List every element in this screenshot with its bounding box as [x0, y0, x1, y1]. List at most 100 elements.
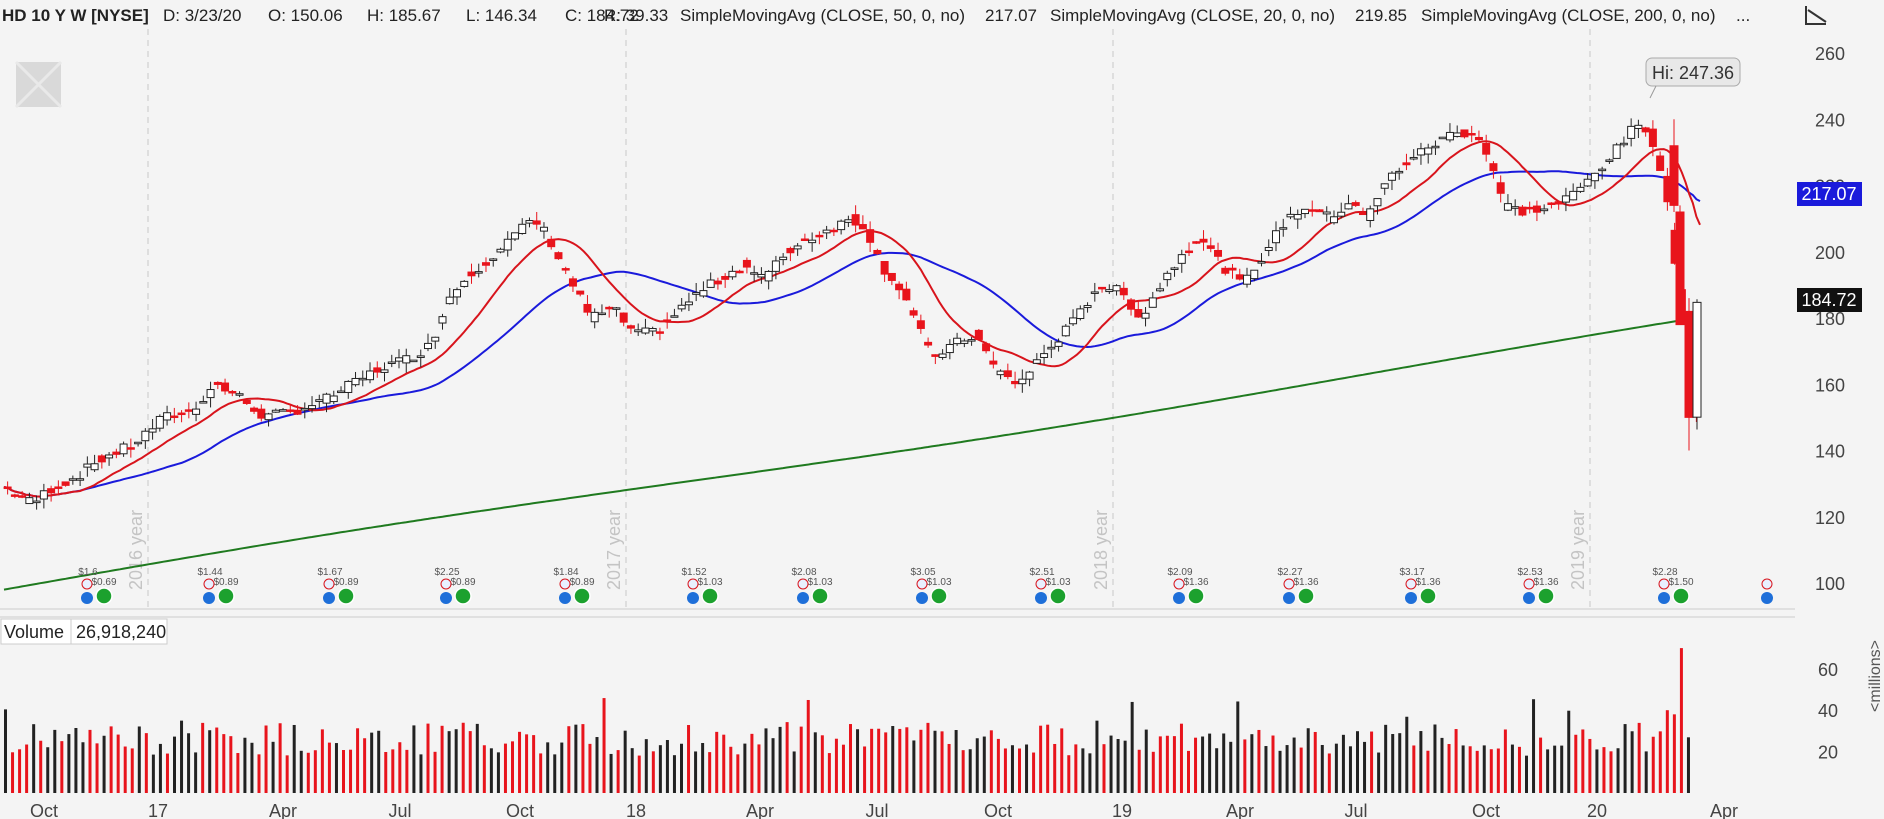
- candle-body: [1076, 308, 1085, 319]
- volume-bar: [841, 744, 845, 793]
- earnings-icon: [797, 578, 809, 590]
- high-label: H: 185.67: [367, 6, 441, 25]
- earnings-icon: [1405, 578, 1417, 590]
- candle-body: [242, 399, 251, 404]
- candle-body: [1300, 208, 1309, 215]
- sma20-label[interactable]: SimpleMovingAvg (CLOSE, 20, 0, no): [1050, 6, 1335, 25]
- volume-bar: [701, 743, 705, 793]
- volume-bar: [1165, 735, 1169, 793]
- candle-body: [880, 261, 889, 275]
- volume-bar: [1271, 735, 1275, 793]
- candle-body: [424, 342, 432, 350]
- more-indicators[interactable]: ...: [1736, 6, 1750, 25]
- candle-body: [1351, 202, 1360, 206]
- volume-label: Volume: [4, 622, 64, 642]
- candle-body: [1467, 133, 1476, 136]
- candle-body: [779, 256, 788, 261]
- candle-body: [858, 224, 867, 230]
- candle-body: [163, 412, 172, 421]
- candle-body: [1424, 147, 1433, 155]
- info-icon: [1523, 592, 1535, 604]
- candle-body: [525, 220, 534, 224]
- volume-bar: [813, 732, 817, 793]
- volume-bar: [1039, 725, 1043, 793]
- candle-body: [597, 312, 606, 316]
- volume-bar: [1595, 749, 1599, 793]
- volume-panel[interactable]: Volume 26,918,240: [0, 616, 1795, 795]
- volume-bar: [1025, 744, 1029, 793]
- volume-bar: [1539, 737, 1543, 793]
- volume-bar: [616, 750, 620, 793]
- price-tick-label: 240: [1815, 110, 1845, 130]
- volume-bar: [229, 736, 233, 793]
- dividend-split: $1.50: [1668, 577, 1693, 588]
- candle-body: [105, 454, 114, 459]
- candle-body: [1083, 305, 1092, 309]
- candle-body: [1134, 309, 1143, 318]
- candle-body: [1627, 125, 1636, 139]
- volume-bar: [1060, 728, 1064, 793]
- volume-bar: [67, 734, 71, 793]
- volume-bar: [623, 730, 627, 793]
- earnings-icon: [1523, 578, 1535, 590]
- volume-bar: [1257, 729, 1261, 793]
- candle-body: [358, 377, 367, 381]
- volume-bar: [1278, 750, 1282, 793]
- candle-body: [670, 315, 679, 318]
- volume-bar: [25, 744, 29, 793]
- candle-body: [1141, 312, 1150, 319]
- candle-body: [1366, 208, 1375, 221]
- volume-bar: [863, 746, 867, 793]
- candle-body: [271, 409, 280, 413]
- candle-body: [554, 252, 563, 260]
- volume-bar: [1503, 729, 1507, 793]
- dividend-split: $0.89: [569, 577, 594, 588]
- candle-body: [1561, 195, 1570, 203]
- info-icon: [559, 592, 571, 604]
- dividend-split: $1.03: [1045, 577, 1070, 588]
- candle-body: [47, 488, 56, 494]
- volume-bar: [1010, 745, 1014, 793]
- volume-bar: [208, 730, 212, 793]
- volume-bar: [687, 725, 691, 793]
- time-tick-label: Oct: [30, 801, 58, 819]
- volume-bar: [778, 726, 782, 793]
- volume-bar: [926, 722, 930, 793]
- sma50-label[interactable]: SimpleMovingAvg (CLOSE, 50, 0, no): [680, 6, 965, 25]
- volume-bar: [1609, 751, 1613, 793]
- volume-bar: [151, 754, 155, 793]
- candle-body: [547, 238, 556, 248]
- volume-bar: [1095, 720, 1099, 793]
- price-panel[interactable]: 2016 year 2017 year 2018 year 2019 year $1.…: [0, 29, 1795, 610]
- candle-body: [1315, 209, 1324, 213]
- info-icon: [81, 592, 93, 604]
- volume-bar: [46, 747, 50, 793]
- volume-bar: [489, 748, 493, 793]
- volume-bar: [1053, 743, 1057, 793]
- symbol-label[interactable]: HD 10 Y W [NYSE]: [2, 6, 149, 25]
- candle-body: [1656, 155, 1665, 171]
- volume-tick-label: 20: [1818, 743, 1838, 763]
- drawing-tool-icon[interactable]: [1805, 6, 1827, 25]
- candle-body: [1185, 250, 1194, 254]
- candle-body: [90, 463, 99, 471]
- volume-bar: [637, 755, 641, 793]
- candle-body: [706, 279, 715, 288]
- candle-body: [568, 278, 577, 287]
- candle-body: [1358, 212, 1367, 216]
- candle-body: [1431, 145, 1440, 149]
- candle-body: [982, 343, 991, 352]
- candle-body: [206, 389, 215, 399]
- candles: [3, 118, 1702, 510]
- time-axis[interactable]: Oct 17 Apr Jul Oct 18 Apr Jul Oct 19 Apr Jul Oct 20 Ap…: [30, 801, 1738, 819]
- price-axis[interactable]: 100120140160180200220240260: [1815, 44, 1845, 594]
- volume-axis[interactable]: 20 40 60: [1818, 660, 1838, 763]
- dividend-split: $1.36: [1533, 577, 1558, 588]
- sma200-label[interactable]: SimpleMovingAvg (CLOSE, 200, 0, no): [1421, 6, 1716, 25]
- candle-body: [1547, 202, 1556, 205]
- candle-body: [1416, 148, 1425, 156]
- volume-bar: [1306, 728, 1310, 793]
- candle-body: [1105, 289, 1114, 293]
- volume-bar: [447, 731, 451, 793]
- candle-body: [1272, 230, 1280, 244]
